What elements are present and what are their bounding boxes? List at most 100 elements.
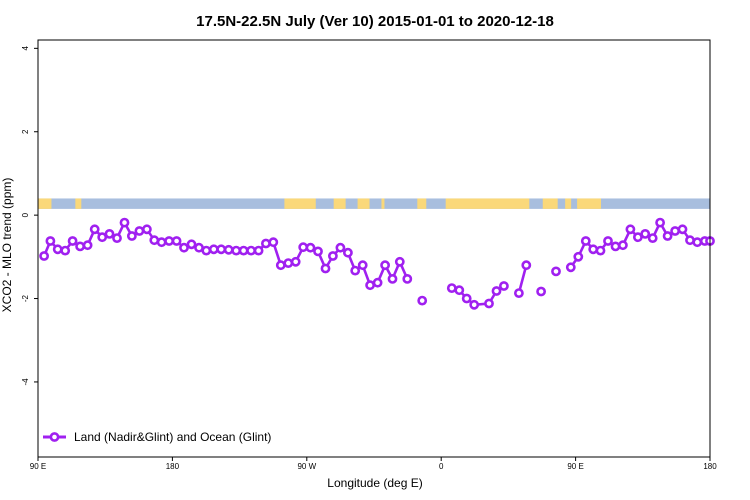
data-point bbox=[677, 224, 688, 235]
legend-label: Land (Nadir&Glint) and Ocean (Glint) bbox=[74, 430, 271, 444]
data-point bbox=[223, 244, 234, 255]
data-point bbox=[514, 288, 524, 298]
y-tick-label: -2 bbox=[21, 294, 30, 302]
data-point bbox=[551, 266, 561, 277]
y-tick-label: 4 bbox=[21, 46, 30, 51]
data-point bbox=[484, 298, 494, 309]
ocean-band bbox=[38, 198, 710, 209]
land-region bbox=[357, 198, 370, 209]
data-point bbox=[402, 273, 413, 284]
data-point bbox=[625, 224, 636, 235]
data-point bbox=[372, 277, 383, 288]
data-point bbox=[580, 236, 591, 246]
data-point bbox=[238, 245, 249, 256]
data-point bbox=[387, 273, 398, 284]
data-point bbox=[655, 217, 665, 228]
data-point bbox=[350, 265, 361, 276]
x-tick-label: 90 W bbox=[297, 462, 316, 471]
data-point bbox=[394, 256, 405, 267]
data-point bbox=[335, 242, 346, 253]
data-point bbox=[327, 251, 338, 261]
data-point bbox=[573, 251, 584, 262]
data-point bbox=[357, 260, 368, 271]
data-point bbox=[491, 286, 502, 296]
data-point bbox=[595, 245, 606, 256]
data-point bbox=[89, 224, 100, 235]
data-point bbox=[454, 285, 465, 296]
data-point bbox=[67, 236, 78, 246]
data-point bbox=[97, 232, 108, 243]
data-point bbox=[461, 293, 472, 304]
x-tick-label: 0 bbox=[439, 462, 444, 471]
data-point bbox=[498, 281, 509, 291]
data-point bbox=[253, 245, 264, 256]
y-tick-label: 2 bbox=[21, 129, 30, 134]
axes-layer: 90 E 180 90 W 0 90 E 180 4 2 0 -2 -4 bbox=[21, 46, 717, 471]
chart-title: 17.5N-22.5N July (Ver 10) 2015-01-01 to … bbox=[196, 13, 554, 30]
data-point bbox=[104, 228, 115, 239]
land-region bbox=[445, 198, 530, 209]
data-point bbox=[201, 245, 212, 256]
x-tick-label: 90 E bbox=[30, 462, 46, 471]
data-point bbox=[52, 244, 63, 255]
land-region bbox=[38, 198, 52, 209]
y-tick-label: 0 bbox=[21, 212, 30, 217]
x-tick-label: 90 E bbox=[567, 462, 583, 471]
data-point bbox=[670, 226, 680, 236]
data-point bbox=[565, 262, 576, 273]
y-tick-label: -4 bbox=[21, 378, 30, 386]
data-point bbox=[610, 241, 621, 252]
series-layer bbox=[39, 217, 715, 310]
data-point bbox=[75, 241, 85, 252]
x-tick-label: 180 bbox=[703, 462, 717, 471]
data-point bbox=[469, 299, 480, 310]
data-point bbox=[417, 295, 428, 306]
data-point bbox=[588, 244, 599, 255]
land-region bbox=[542, 198, 558, 209]
data-point bbox=[647, 233, 658, 243]
data-point bbox=[268, 237, 279, 248]
x-axis-label: Longitude (deg E) bbox=[327, 476, 422, 490]
data-point bbox=[156, 237, 167, 248]
y-axis-label: XCO2 - MLO trend (ppm) bbox=[0, 178, 14, 313]
data-point bbox=[179, 242, 189, 253]
data-point bbox=[246, 245, 256, 256]
data-point bbox=[112, 233, 122, 243]
data-point bbox=[692, 237, 703, 248]
data-point bbox=[633, 232, 643, 243]
land-region bbox=[75, 198, 82, 209]
data-point bbox=[141, 224, 152, 235]
legend-marker-swatch bbox=[49, 432, 60, 442]
data-point bbox=[290, 256, 301, 267]
data-point bbox=[82, 240, 93, 251]
legend: Land (Nadir&Glint) and Ocean (Glint) bbox=[43, 430, 271, 444]
data-point bbox=[119, 217, 130, 228]
data-point bbox=[216, 244, 227, 255]
data-point bbox=[313, 246, 323, 257]
data-point bbox=[618, 240, 628, 251]
land-mask-strip bbox=[38, 198, 710, 209]
data-point bbox=[536, 286, 546, 297]
land-region bbox=[577, 198, 601, 209]
data-point bbox=[283, 258, 294, 268]
data-point bbox=[171, 236, 182, 246]
data-point bbox=[260, 238, 271, 249]
land-region bbox=[333, 198, 346, 209]
data-point bbox=[446, 283, 457, 293]
data-point bbox=[126, 231, 137, 241]
land-region bbox=[565, 198, 572, 209]
data-point bbox=[60, 245, 71, 256]
data-point bbox=[45, 236, 56, 246]
data-point bbox=[275, 260, 286, 271]
data-point bbox=[640, 228, 651, 239]
land-region bbox=[284, 198, 316, 209]
data-point bbox=[365, 280, 375, 291]
data-point bbox=[342, 247, 353, 258]
data-point bbox=[603, 236, 613, 246]
data-point bbox=[164, 236, 174, 246]
data-point bbox=[305, 242, 316, 253]
plot-frame bbox=[37, 39, 711, 458]
x-tick-label: 180 bbox=[166, 462, 180, 471]
